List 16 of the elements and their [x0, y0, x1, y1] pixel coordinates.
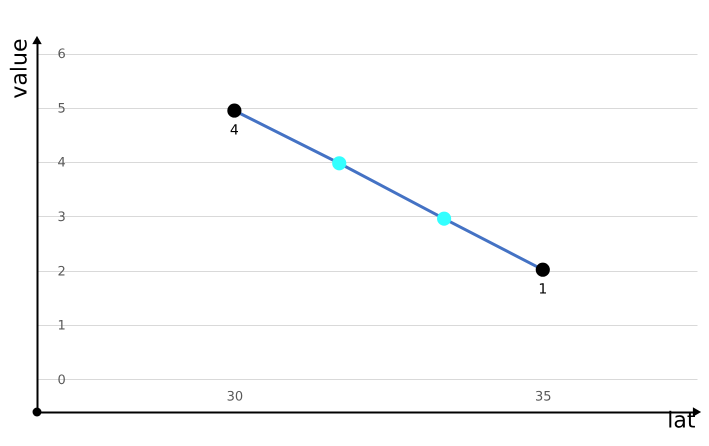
point	[227, 104, 242, 118]
y-tick-label: 5	[58, 101, 66, 116]
y-axis-title: value	[8, 38, 32, 99]
y-tick-label: 0	[58, 372, 66, 388]
y-tick-label: 3	[58, 210, 66, 225]
point	[332, 156, 346, 170]
y-tick-label: 1	[58, 318, 66, 334]
x-tick-label: 30	[226, 390, 244, 404]
y-tick-label: 4	[58, 156, 66, 171]
x-tick-label: 35	[535, 390, 552, 404]
y-tick-label: 6	[58, 47, 66, 62]
point	[536, 262, 550, 277]
annotation: 4	[230, 122, 239, 139]
annotation: 1	[538, 282, 548, 298]
point	[437, 212, 452, 226]
y-tick-label: 2	[58, 264, 66, 280]
